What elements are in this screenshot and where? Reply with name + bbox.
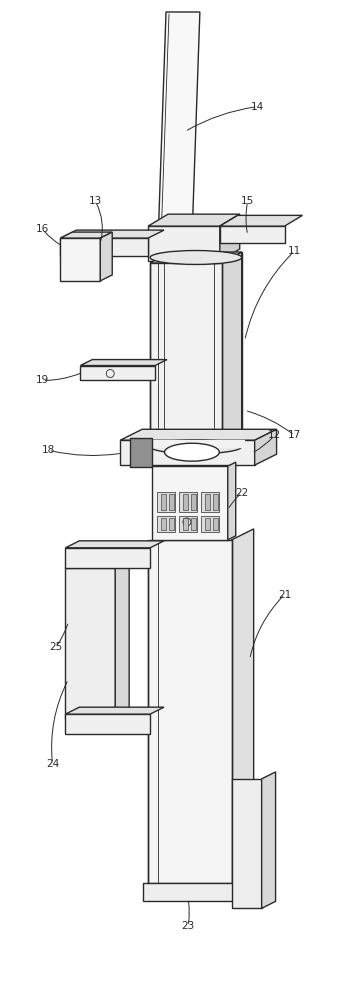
Text: 25: 25 [49,642,62,652]
Polygon shape [201,516,219,532]
Polygon shape [65,548,150,568]
Polygon shape [183,518,188,530]
Text: 21: 21 [278,590,291,600]
Text: 23: 23 [181,921,195,931]
Polygon shape [213,494,218,510]
Polygon shape [179,516,197,532]
Polygon shape [169,494,174,510]
Polygon shape [232,779,262,908]
Text: 16: 16 [36,224,49,234]
Text: 15: 15 [241,196,254,206]
Text: 22: 22 [235,488,248,498]
Polygon shape [115,561,129,719]
Polygon shape [179,492,197,512]
Polygon shape [157,516,175,532]
Text: 19: 19 [36,375,49,385]
Polygon shape [80,366,155,380]
Polygon shape [150,263,222,452]
Polygon shape [205,518,210,530]
Polygon shape [148,226,220,261]
Polygon shape [148,214,240,226]
Polygon shape [213,518,218,530]
Polygon shape [232,529,254,883]
Text: 12: 12 [268,430,281,440]
Polygon shape [65,714,150,734]
Polygon shape [183,494,188,510]
Polygon shape [161,494,166,510]
Polygon shape [191,494,196,510]
Polygon shape [237,872,259,901]
Polygon shape [120,429,277,440]
Polygon shape [152,466,228,540]
Polygon shape [222,252,242,452]
Polygon shape [220,214,240,261]
Text: 18: 18 [42,445,55,455]
Text: 14: 14 [251,102,264,112]
Polygon shape [120,440,255,465]
Text: 11: 11 [288,246,301,256]
Polygon shape [228,462,236,540]
Polygon shape [100,232,112,281]
Text: 13: 13 [89,196,102,206]
Ellipse shape [150,440,242,454]
Polygon shape [65,707,164,714]
Polygon shape [205,494,210,510]
Polygon shape [148,440,244,447]
Polygon shape [61,230,164,238]
Polygon shape [61,232,112,238]
Polygon shape [65,568,115,719]
Polygon shape [148,540,232,883]
Polygon shape [61,238,148,256]
Polygon shape [255,429,277,465]
Polygon shape [80,360,167,366]
Polygon shape [220,226,285,243]
Polygon shape [130,438,152,467]
Polygon shape [201,492,219,512]
Polygon shape [65,541,164,548]
Polygon shape [150,252,242,263]
Ellipse shape [165,443,219,461]
Polygon shape [143,883,237,901]
Ellipse shape [150,251,242,264]
Text: 17: 17 [288,430,301,440]
Polygon shape [157,492,175,512]
Polygon shape [161,518,166,530]
Polygon shape [220,215,302,226]
Polygon shape [158,12,200,241]
Polygon shape [61,238,100,281]
Polygon shape [262,772,276,908]
Polygon shape [191,518,196,530]
Text: 24: 24 [46,759,59,769]
Polygon shape [169,518,174,530]
